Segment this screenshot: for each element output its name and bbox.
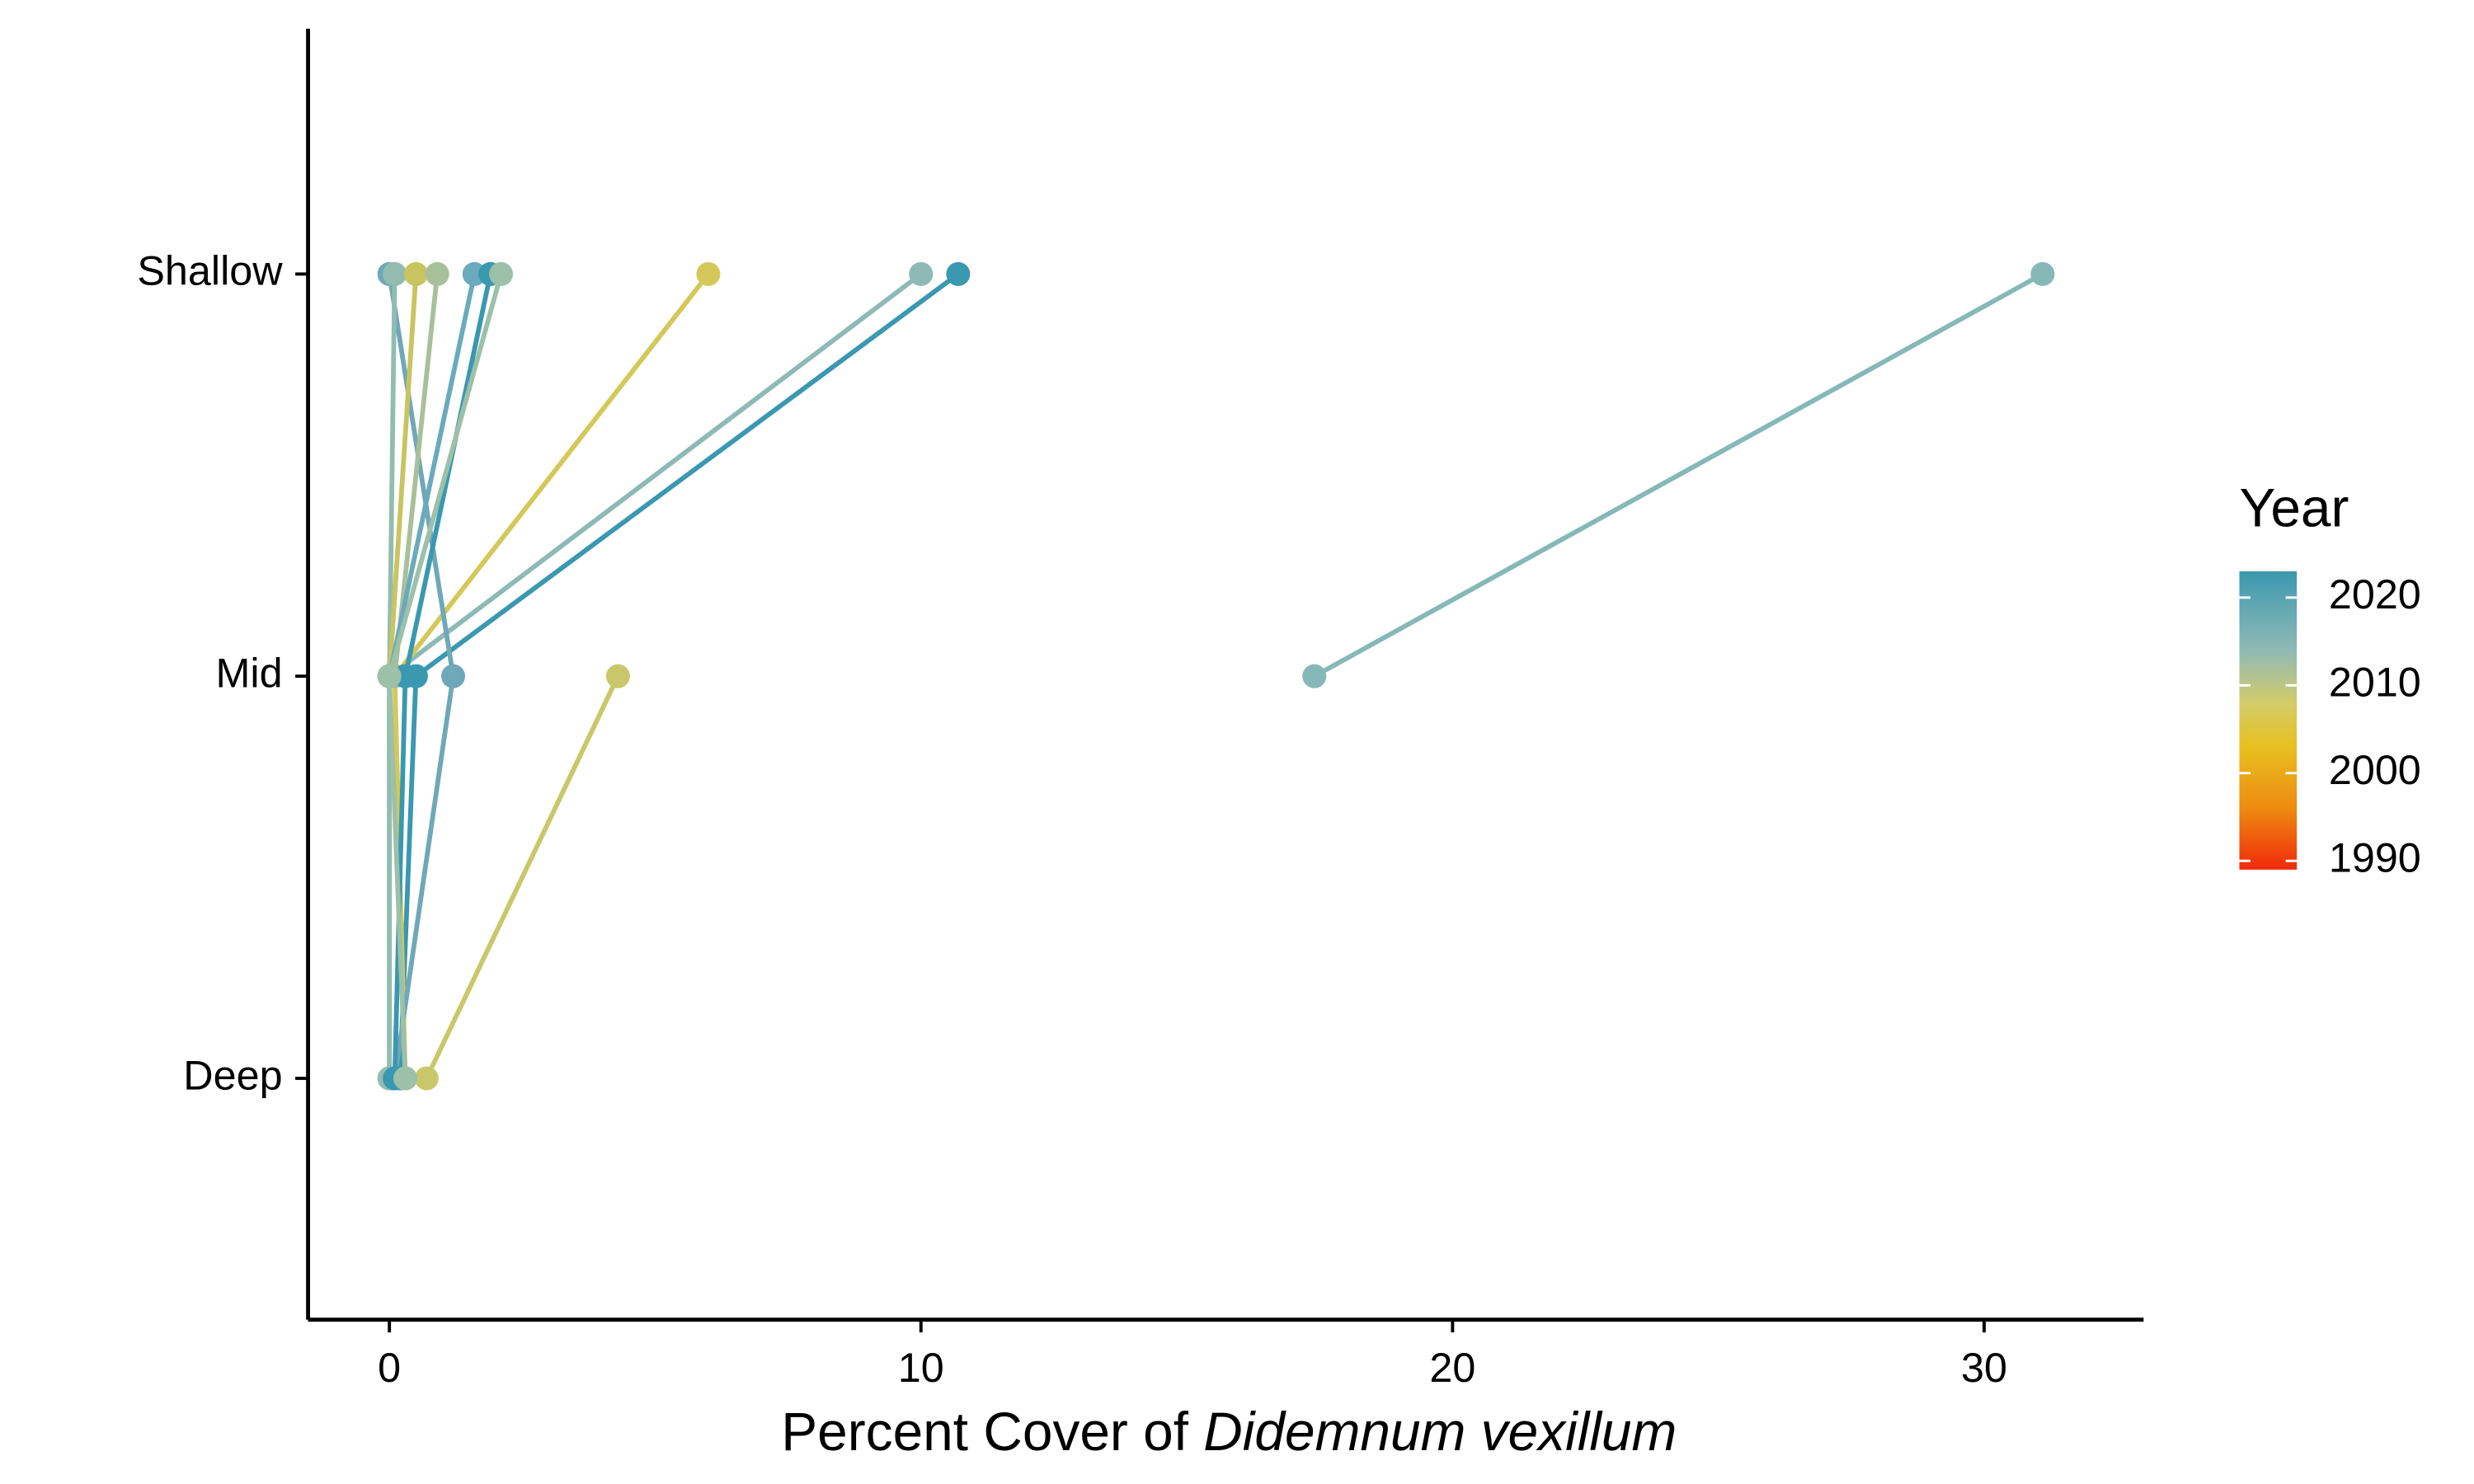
series-point [425, 261, 449, 286]
series-line [387, 273, 477, 677]
colorbar [2239, 571, 2298, 870]
x-tick-label: 0 [378, 1344, 401, 1391]
colorbar-tick-label: 2000 [2329, 746, 2421, 793]
series-point [393, 1066, 418, 1091]
x-tick-label: 10 [898, 1344, 944, 1391]
x-tick-label: 30 [1961, 1344, 2007, 1391]
series-point [696, 261, 721, 286]
y-tick-label: Deep [183, 1051, 282, 1098]
series-line [424, 674, 620, 1080]
series-point [441, 664, 466, 688]
series-point [946, 261, 971, 286]
series-point [403, 261, 428, 286]
x-tick-label: 20 [1429, 1344, 1475, 1391]
series-point [2030, 261, 2055, 286]
colorbar-tick-label: 1990 [2329, 834, 2421, 881]
x-axis-title: Percent Cover of Didemnum vexillum [781, 1401, 1677, 1462]
series-point [414, 1066, 439, 1091]
series-point [909, 261, 934, 286]
legend-title: Year [2239, 477, 2349, 538]
series-line [1313, 271, 2044, 679]
series-point [383, 261, 407, 286]
series-point [377, 664, 402, 688]
colorbar-tick-label: 2010 [2329, 659, 2421, 706]
series-point [489, 261, 514, 286]
series-point [1302, 664, 1327, 688]
y-tick-label: Shallow [137, 247, 283, 294]
x-axis-title-text: Percent Cover of [781, 1401, 1203, 1462]
y-tick-label: Mid [216, 649, 283, 696]
colorbar-tick-label: 2020 [2329, 571, 2421, 618]
series-point [605, 664, 630, 688]
x-axis-title-italic: Didemnum vexillum [1203, 1401, 1677, 1462]
series-line [387, 274, 419, 677]
